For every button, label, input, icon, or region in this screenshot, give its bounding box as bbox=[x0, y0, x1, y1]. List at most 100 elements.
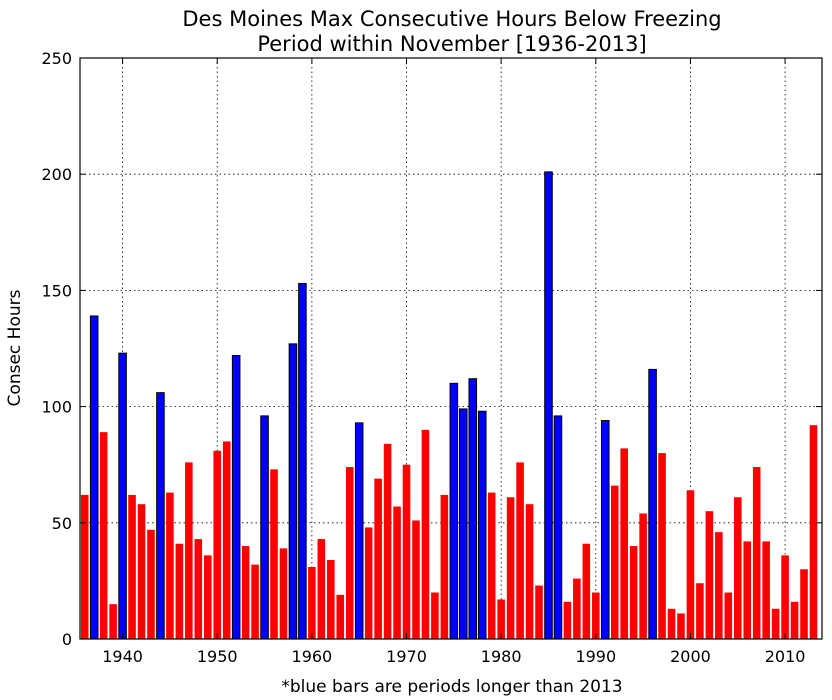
bar-1957 bbox=[279, 548, 288, 639]
bar-1939 bbox=[109, 604, 117, 639]
bar-1938 bbox=[99, 432, 108, 639]
bar-2006 bbox=[743, 541, 752, 639]
bar-1955 bbox=[260, 415, 269, 640]
bar-1976 bbox=[459, 408, 468, 640]
bar-2013 bbox=[809, 425, 818, 639]
bar-1984 bbox=[535, 585, 543, 639]
bar-1937 bbox=[89, 315, 99, 640]
bar-1940 bbox=[118, 352, 127, 640]
x-tick-label: 2000 bbox=[670, 647, 711, 666]
bar-1956 bbox=[270, 469, 278, 639]
y-tick-label: 50 bbox=[52, 514, 72, 533]
bar-1985 bbox=[544, 171, 553, 640]
bar-1936 bbox=[80, 494, 89, 639]
y-tick-label: 100 bbox=[41, 398, 72, 417]
y-tick-label: 200 bbox=[41, 165, 72, 184]
bar-1991 bbox=[600, 420, 610, 640]
bar-1972 bbox=[421, 429, 430, 639]
bar-2002 bbox=[705, 511, 714, 639]
x-tick-label: 1940 bbox=[102, 647, 143, 666]
bar-1963 bbox=[336, 594, 345, 639]
y-tick-label: 150 bbox=[41, 281, 72, 300]
bar-1953 bbox=[241, 546, 250, 639]
bar-1952 bbox=[231, 354, 241, 640]
y-tick-label: 250 bbox=[41, 49, 72, 68]
bar-2011 bbox=[790, 601, 799, 639]
bar-1980 bbox=[497, 599, 505, 639]
x-tick-label: 1990 bbox=[575, 647, 616, 666]
bar-1999 bbox=[677, 613, 685, 639]
bar-2000 bbox=[686, 490, 695, 639]
bar-1971 bbox=[412, 520, 420, 639]
bar-1967 bbox=[374, 478, 382, 639]
bar-1994 bbox=[629, 546, 638, 639]
bar-2012 bbox=[800, 569, 808, 639]
y-tick-label: 0 bbox=[62, 630, 72, 649]
bar-1990 bbox=[592, 592, 600, 639]
bar-1965 bbox=[354, 422, 364, 640]
bar-2005 bbox=[733, 497, 742, 639]
bar-1951 bbox=[222, 441, 231, 639]
bar-1968 bbox=[383, 443, 392, 639]
bar-1995 bbox=[639, 513, 647, 639]
plot-frame bbox=[79, 57, 823, 640]
chart-title: Des Moines Max Consecutive Hours Below F… bbox=[182, 7, 721, 31]
bar-1970 bbox=[402, 464, 411, 639]
bar-1978 bbox=[477, 410, 487, 640]
bar-1986 bbox=[553, 415, 563, 640]
bar-1945 bbox=[166, 492, 174, 639]
bar-1943 bbox=[147, 529, 155, 639]
bar-1974 bbox=[440, 494, 449, 639]
bar-2004 bbox=[724, 592, 733, 639]
bar-1946 bbox=[175, 543, 184, 639]
bar-2003 bbox=[715, 532, 723, 639]
bar-1981 bbox=[506, 497, 515, 639]
bar-2009 bbox=[771, 608, 780, 639]
x-axis-label: *blue bars are periods longer than 2013 bbox=[281, 677, 622, 697]
bar-1950 bbox=[213, 450, 222, 639]
bar-1944 bbox=[156, 392, 165, 640]
bar-1958 bbox=[288, 343, 298, 640]
bar-1960 bbox=[308, 566, 316, 639]
bar-1961 bbox=[317, 539, 326, 639]
bar-1964 bbox=[345, 467, 354, 639]
bar-2007 bbox=[752, 467, 761, 639]
bar-1959 bbox=[298, 282, 307, 640]
bar-1997 bbox=[658, 453, 666, 639]
bar-1996 bbox=[648, 368, 657, 640]
bar-1987 bbox=[563, 601, 572, 639]
bar-1954 bbox=[251, 564, 259, 639]
axis-ticks: 1940 1950 1960 1970 1980 1990 2000 2010 0 50 100 15… bbox=[41, 49, 822, 666]
bar-1942 bbox=[137, 504, 146, 639]
bar-1982 bbox=[516, 462, 524, 639]
x-tick-label: 1960 bbox=[292, 647, 333, 666]
bar-1947 bbox=[185, 462, 193, 639]
x-tick-label: 2010 bbox=[765, 647, 806, 666]
bar-2001 bbox=[696, 583, 704, 639]
bar-2010 bbox=[781, 555, 789, 639]
bar-1993 bbox=[620, 448, 628, 639]
x-tick-label: 1970 bbox=[386, 647, 427, 666]
bar-1948 bbox=[194, 539, 203, 639]
bar-1966 bbox=[364, 527, 373, 639]
bar-1988 bbox=[573, 578, 581, 639]
y-axis-label: Consec Hours bbox=[5, 289, 25, 406]
bar-1973 bbox=[431, 592, 439, 639]
bar-1962 bbox=[327, 559, 335, 639]
bar-1975 bbox=[449, 382, 459, 640]
bar-1949 bbox=[203, 555, 212, 639]
bar-1941 bbox=[128, 494, 136, 639]
x-tick-label: 1950 bbox=[197, 647, 238, 666]
bar-1983 bbox=[525, 504, 534, 639]
bars bbox=[80, 171, 818, 640]
chart-subtitle: Period within November [1936-2013] bbox=[257, 32, 646, 56]
bar-1989 bbox=[582, 543, 591, 639]
bar-1992 bbox=[610, 485, 619, 639]
bar-1977 bbox=[468, 378, 478, 640]
bar-1998 bbox=[667, 608, 676, 639]
bar-2008 bbox=[762, 541, 770, 639]
bar-1969 bbox=[393, 506, 401, 639]
x-tick-label: 1980 bbox=[481, 647, 522, 666]
bar-1979 bbox=[487, 492, 496, 639]
